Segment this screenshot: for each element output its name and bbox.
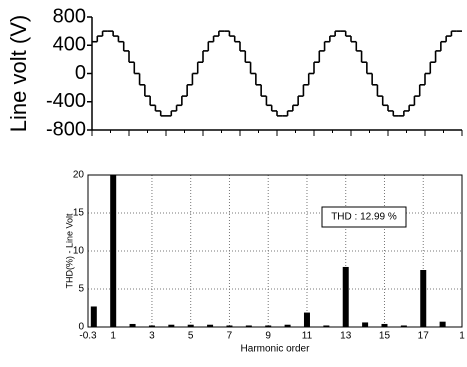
bar — [400, 325, 407, 327]
x-axis-label: Harmonic order — [241, 344, 311, 355]
y-tick-label: 10 — [73, 246, 85, 257]
bar — [207, 324, 214, 327]
y-axis-label: THD(%) - Line Volt — [64, 213, 74, 289]
bar — [245, 325, 252, 327]
x-tick-label: 1 — [110, 331, 116, 342]
y-tick-label: -400 — [46, 90, 86, 112]
y-tick-label: -800 — [46, 118, 86, 140]
bar — [148, 325, 155, 327]
x-tick-label: 9 — [265, 331, 271, 342]
y-tick-label: 20 — [73, 170, 85, 181]
bar — [303, 312, 310, 327]
bar — [226, 325, 233, 327]
bar — [90, 306, 97, 327]
x-tick-label: 11 — [302, 331, 313, 342]
plot-frame — [87, 174, 463, 328]
bar — [187, 324, 194, 327]
y-tick-label: 800 — [53, 5, 86, 27]
y-axis-label: Line volt (V) — [6, 15, 31, 132]
y-tick-label: 0 — [78, 322, 84, 333]
annotation-box — [321, 206, 407, 228]
x-tick-label: 13 — [340, 331, 352, 342]
bar — [381, 323, 388, 327]
bar — [129, 323, 136, 327]
y-tick-label: 15 — [73, 208, 85, 219]
x-tick-label: 5 — [188, 331, 194, 342]
bar — [168, 324, 175, 327]
x-tick-label: 17 — [418, 331, 430, 342]
y-tick-label: 5 — [78, 284, 84, 295]
x-tick-label: 7 — [227, 331, 233, 342]
bar — [284, 324, 291, 327]
y-tick-label: 400 — [53, 34, 86, 56]
bar — [323, 325, 330, 327]
bar — [110, 175, 117, 327]
x-tick-label: -0.3 — [79, 331, 97, 342]
x-tick-label: 1 — [459, 331, 465, 342]
x-tick-label: 15 — [379, 331, 391, 342]
bar — [362, 322, 369, 327]
bar — [420, 270, 427, 327]
bar — [439, 321, 446, 327]
bar — [265, 325, 272, 327]
annotation: THD : 12.99 % — [331, 212, 397, 223]
x-tick-label: 3 — [149, 331, 155, 342]
bar — [342, 266, 349, 327]
y-tick-label: 0 — [75, 62, 86, 84]
